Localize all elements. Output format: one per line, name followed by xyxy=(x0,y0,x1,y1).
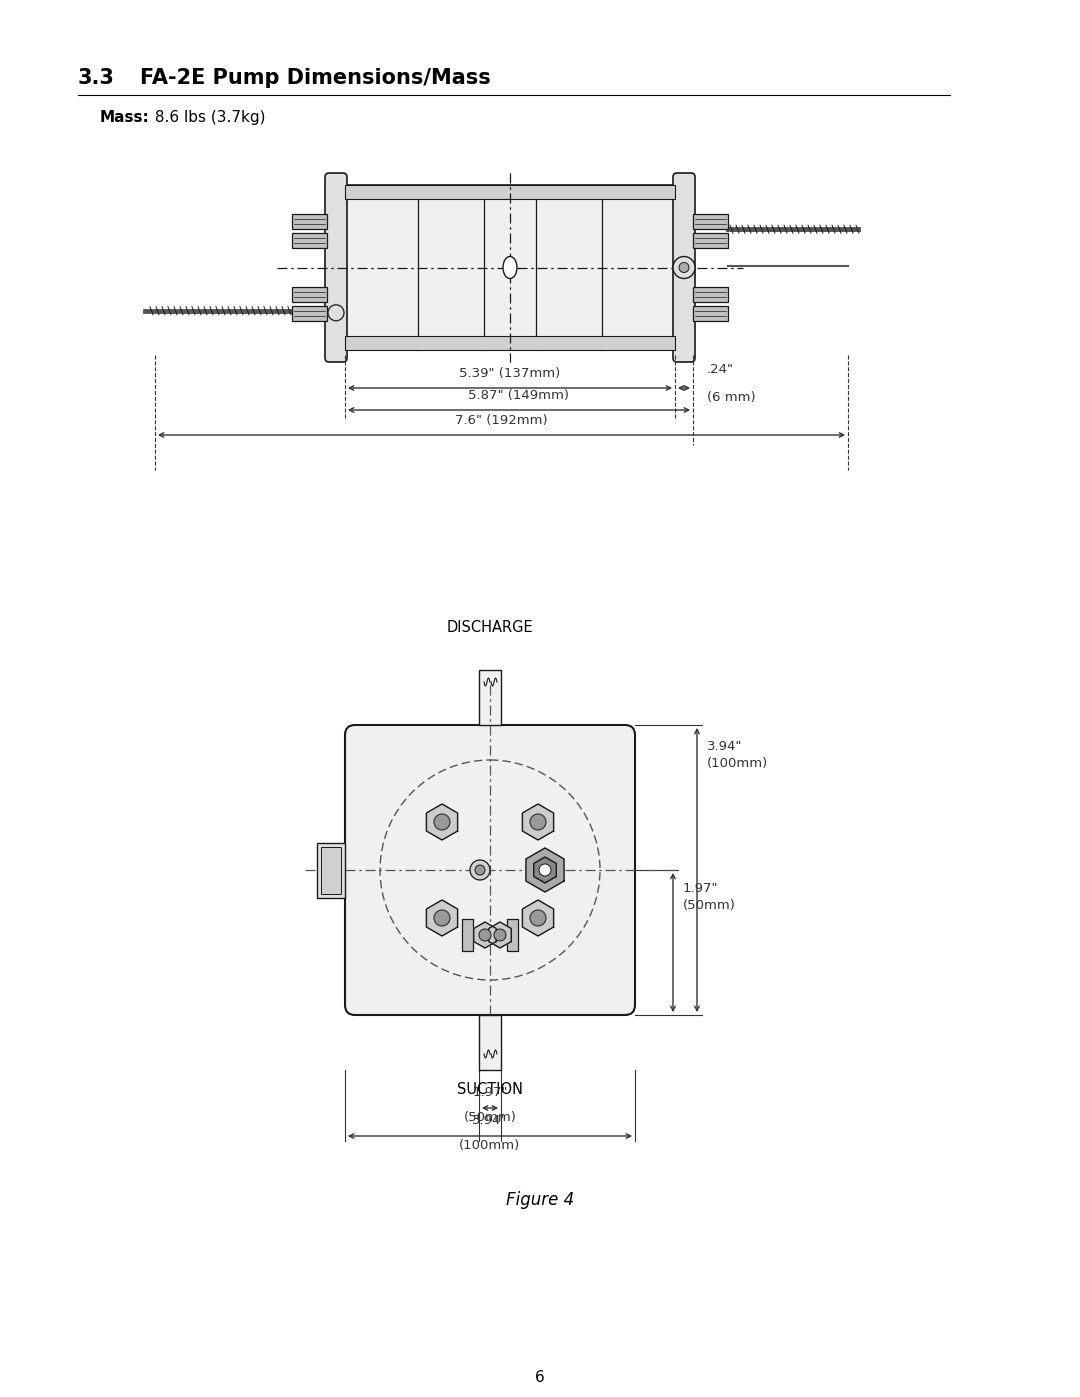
Text: Mass:: Mass: xyxy=(100,110,150,124)
Text: 5.87" (149mm): 5.87" (149mm) xyxy=(469,388,569,402)
Bar xyxy=(345,184,675,351)
Text: 3.3: 3.3 xyxy=(78,68,114,88)
Bar xyxy=(480,1016,501,1070)
Text: (6 mm): (6 mm) xyxy=(707,391,756,404)
Circle shape xyxy=(434,814,450,830)
Polygon shape xyxy=(427,805,458,840)
Bar xyxy=(480,671,501,725)
Polygon shape xyxy=(526,848,564,893)
Bar xyxy=(321,847,341,894)
Polygon shape xyxy=(427,900,458,936)
Ellipse shape xyxy=(503,257,517,278)
FancyBboxPatch shape xyxy=(673,173,696,362)
Circle shape xyxy=(480,929,491,942)
Bar xyxy=(693,306,728,321)
FancyBboxPatch shape xyxy=(325,173,347,362)
Circle shape xyxy=(673,257,696,278)
FancyBboxPatch shape xyxy=(345,725,635,1016)
Text: 1.97": 1.97" xyxy=(683,882,718,895)
Circle shape xyxy=(470,861,490,880)
Text: (100mm): (100mm) xyxy=(707,757,768,770)
Circle shape xyxy=(494,929,507,942)
Polygon shape xyxy=(523,900,554,936)
Text: 3.94": 3.94" xyxy=(707,740,742,753)
Circle shape xyxy=(328,305,345,321)
Bar xyxy=(292,214,327,229)
Bar xyxy=(345,184,675,198)
Bar xyxy=(693,286,728,302)
Bar xyxy=(693,233,728,249)
Bar xyxy=(462,919,473,951)
Text: 5.39" (137mm): 5.39" (137mm) xyxy=(459,367,561,380)
Text: SUCTION: SUCTION xyxy=(457,1083,523,1097)
Text: 7.6" (192mm): 7.6" (192mm) xyxy=(455,414,548,427)
Text: (50mm): (50mm) xyxy=(683,900,735,912)
Circle shape xyxy=(530,814,546,830)
Bar xyxy=(345,337,675,351)
Bar xyxy=(507,919,518,951)
Circle shape xyxy=(530,909,546,926)
Polygon shape xyxy=(474,922,496,949)
Bar xyxy=(693,214,728,229)
Bar xyxy=(292,286,327,302)
Text: .24": .24" xyxy=(707,363,734,376)
Polygon shape xyxy=(489,922,511,949)
Circle shape xyxy=(539,863,551,876)
Polygon shape xyxy=(534,856,556,883)
Text: 6: 6 xyxy=(535,1370,545,1384)
Text: Figure 4: Figure 4 xyxy=(505,1192,575,1208)
Bar xyxy=(292,306,327,321)
Polygon shape xyxy=(523,805,554,840)
Text: 1.97": 1.97" xyxy=(472,1085,508,1099)
Bar xyxy=(292,233,327,249)
Circle shape xyxy=(475,865,485,875)
Text: 8.6 lbs (3.7kg): 8.6 lbs (3.7kg) xyxy=(150,110,266,124)
Circle shape xyxy=(434,909,450,926)
Text: DISCHARGE: DISCHARGE xyxy=(447,620,534,636)
Text: 3.94": 3.94" xyxy=(472,1113,508,1127)
Text: FA-2E Pump Dimensions/Mass: FA-2E Pump Dimensions/Mass xyxy=(140,68,490,88)
Bar xyxy=(318,842,345,898)
Text: (100mm): (100mm) xyxy=(459,1139,521,1153)
Circle shape xyxy=(679,263,689,272)
Text: (50mm): (50mm) xyxy=(463,1111,516,1125)
